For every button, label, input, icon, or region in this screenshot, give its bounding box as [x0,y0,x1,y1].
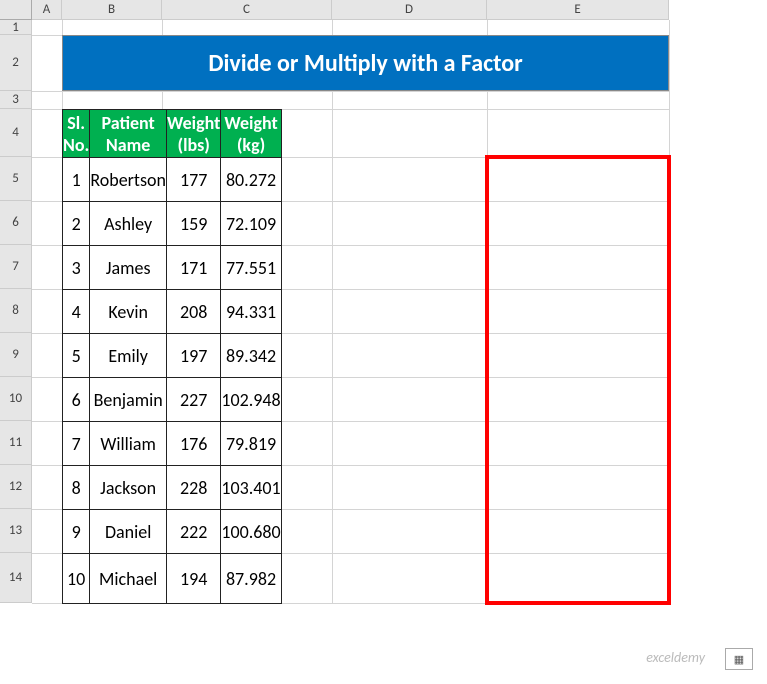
table-row: 2Ashley15972.109 [63,202,282,246]
cell[interactable]: James [90,246,167,290]
cell[interactable]: Benjamin [90,378,167,422]
row-head-5[interactable]: 5 [0,157,32,201]
table-row: 3James17177.551 [63,246,282,290]
cell[interactable]: Ashley [90,202,167,246]
cell[interactable]: 77.551 [221,246,281,290]
cell[interactable]: 72.109 [221,202,281,246]
data-table: Sl. No.Patient NameWeight (lbs)Weight (k… [62,109,282,604]
col-head-D[interactable]: D [332,0,487,20]
row-head-13[interactable]: 13 [0,509,32,553]
cell[interactable]: 89.342 [221,334,281,378]
col-header-0: Sl. No. [63,110,90,158]
row-head-14[interactable]: 14 [0,553,32,603]
highlight-box [485,155,671,605]
cell[interactable]: 8 [63,466,90,510]
cell[interactable]: 103.401 [221,466,281,510]
col-head-C[interactable]: C [162,0,332,20]
cell[interactable]: 10 [63,554,90,604]
row-head-10[interactable]: 10 [0,377,32,421]
cell[interactable]: Kevin [90,290,167,334]
cell[interactable]: 102.948 [221,378,281,422]
cell[interactable]: Robertson [90,158,167,202]
cell[interactable]: 171 [166,246,220,290]
cell[interactable]: 194 [166,554,220,604]
cell[interactable]: Jackson [90,466,167,510]
table-row: 5Emily19789.342 [63,334,282,378]
row-head-1[interactable]: 1 [0,20,32,35]
row-head-4[interactable]: 4 [0,109,32,157]
cell[interactable]: 1 [63,158,90,202]
cell[interactable]: 228 [166,466,220,510]
cell[interactable]: 197 [166,334,220,378]
cell[interactable]: 208 [166,290,220,334]
cell[interactable]: 7 [63,422,90,466]
cell[interactable]: 222 [166,510,220,554]
cell[interactable]: 87.982 [221,554,281,604]
cell[interactable]: 9 [63,510,90,554]
watermark: exceldemy [646,649,705,666]
table-row: 7William17679.819 [63,422,282,466]
cell[interactable]: 94.331 [221,290,281,334]
header-row: Sl. No.Patient NameWeight (lbs)Weight (k… [63,110,282,158]
title-band: Divide or Multiply with a Factor [62,35,669,91]
cell[interactable]: 80.272 [221,158,281,202]
table-row: 8Jackson228103.401 [63,466,282,510]
row-headers: 1234567891011121314 [0,20,32,603]
table-body: 1Robertson17780.2722Ashley15972.1093Jame… [63,158,282,604]
select-all-corner[interactable] [0,0,32,20]
row-head-3[interactable]: 3 [0,91,32,109]
col-header-2: Weight (lbs) [166,110,220,158]
cell[interactable]: William [90,422,167,466]
row-head-9[interactable]: 9 [0,333,32,377]
cell[interactable]: 6 [63,378,90,422]
cell[interactable]: 2 [63,202,90,246]
cell[interactable]: 5 [63,334,90,378]
row-head-11[interactable]: 11 [0,421,32,465]
col-header-1: Patient Name [90,110,167,158]
cell[interactable]: 176 [166,422,220,466]
table-row: 9Daniel222100.680 [63,510,282,554]
col-header-3: Weight (kg) [221,110,281,158]
cell[interactable]: 79.819 [221,422,281,466]
row-head-7[interactable]: 7 [0,245,32,289]
table-row: 1Robertson17780.272 [63,158,282,202]
row-head-2[interactable]: 2 [0,35,32,91]
cell[interactable]: Emily [90,334,167,378]
cell[interactable]: 3 [63,246,90,290]
table-row: 4Kevin20894.331 [63,290,282,334]
table-row: 10Michael19487.982 [63,554,282,604]
row-head-6[interactable]: 6 [0,201,32,245]
column-headers: ABCDE [32,0,669,20]
cell[interactable]: Michael [90,554,167,604]
table-row: 6Benjamin227102.948 [63,378,282,422]
cell[interactable]: 4 [63,290,90,334]
cell[interactable]: 100.680 [221,510,281,554]
spreadsheet-grid: ABCDE 1234567891011121314 Divide or Mult… [0,0,767,684]
row-head-8[interactable]: 8 [0,289,32,333]
row-head-12[interactable]: 12 [0,465,32,509]
title-text: Divide or Multiply with a Factor [208,49,522,78]
cell[interactable]: Daniel [90,510,167,554]
cell[interactable]: 159 [166,202,220,246]
cell[interactable]: 177 [166,158,220,202]
cell[interactable]: 227 [166,378,220,422]
col-head-B[interactable]: B [62,0,162,20]
col-head-E[interactable]: E [487,0,669,20]
paste-icon-glyph: ▦ [734,653,744,666]
paste-options-icon[interactable]: ▦ [725,648,753,670]
col-head-A[interactable]: A [32,0,62,20]
